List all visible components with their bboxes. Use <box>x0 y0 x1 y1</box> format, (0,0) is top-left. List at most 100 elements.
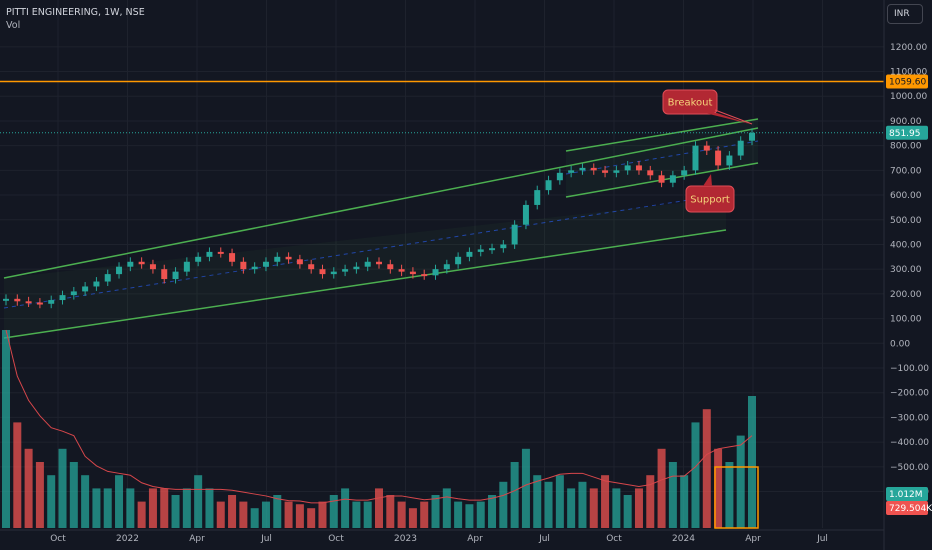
time-tick-label: 2022 <box>116 534 139 544</box>
channel-upper-long <box>3 127 759 279</box>
price-tick-label: 0.00 <box>890 339 910 349</box>
volume-bar <box>488 495 497 528</box>
volume-bar <box>205 488 214 528</box>
time-tick-label: 2024 <box>672 534 695 544</box>
volume-bar <box>81 475 90 528</box>
volume-bar <box>567 488 576 528</box>
volume-bar <box>668 462 677 528</box>
candle-body <box>613 170 620 173</box>
candle-body <box>737 140 744 156</box>
volume-bar <box>465 504 474 528</box>
candle-body <box>48 300 55 304</box>
candle-body <box>545 180 552 191</box>
volume-bar <box>363 501 372 528</box>
volume-bar <box>24 448 33 528</box>
candle-body <box>274 256 281 262</box>
candle-body <box>624 165 631 171</box>
candle-body <box>681 170 688 176</box>
volume-bar <box>702 409 711 528</box>
candle-body <box>715 150 722 166</box>
price-tick-label: 1000.00 <box>890 92 927 102</box>
volume-bar <box>318 501 327 528</box>
breakout-callout-box <box>662 89 718 115</box>
price-tick-label: 200.00 <box>890 290 922 300</box>
channel-fill-long <box>4 198 726 338</box>
volume-label: Vol <box>6 20 21 31</box>
price-tick-label: 500.00 <box>890 216 922 226</box>
candle-body <box>296 259 303 265</box>
price-tick-label: −100.00 <box>890 364 929 374</box>
candle-body <box>500 244 507 249</box>
volume-bar <box>431 495 440 528</box>
candle-body <box>466 251 473 257</box>
volume-bar <box>58 448 67 528</box>
volume-bar <box>748 396 756 528</box>
candle-body <box>522 204 529 225</box>
volume-bar <box>261 501 270 528</box>
resistance-price-badge <box>886 74 928 89</box>
volume-bar <box>736 435 745 528</box>
resistance-price-text: 1059.60 <box>889 78 926 88</box>
support-callout-pointer <box>703 174 712 186</box>
candle-body <box>534 190 541 205</box>
time-tick-label: Jul <box>816 534 828 544</box>
candle-body <box>127 261 134 267</box>
volume-bar <box>92 488 101 528</box>
candle-body <box>421 274 428 277</box>
candle-body <box>93 281 100 287</box>
candle-body <box>25 301 32 304</box>
price-tick-label: 100.00 <box>890 315 922 325</box>
volume-bar <box>646 475 655 528</box>
candle-body <box>195 256 202 262</box>
channel-upper-short <box>565 118 759 152</box>
candle-body <box>172 271 179 280</box>
channel-mid-short <box>565 140 759 175</box>
volume-bar <box>228 495 237 528</box>
price-tick-label: −400.00 <box>890 438 929 448</box>
candle-body <box>590 167 597 171</box>
candle-body <box>432 269 439 276</box>
volume-bar <box>476 501 485 528</box>
candle-body <box>161 269 168 280</box>
support-callout-label: Support <box>690 195 730 206</box>
last-price-badge <box>886 125 928 140</box>
time-tick-label: Jul <box>260 534 272 544</box>
volume-bar <box>657 448 666 528</box>
candle-body <box>183 261 190 272</box>
candle-body <box>82 286 89 292</box>
candle-body <box>240 261 247 270</box>
volume-bar <box>307 508 316 528</box>
volume-bar <box>171 495 180 528</box>
time-tick-label: Oct <box>328 534 344 544</box>
candle-body <box>455 256 462 265</box>
currency-button[interactable]: INR <box>887 4 923 24</box>
volume-bar <box>182 488 191 528</box>
volume-bar <box>499 481 508 528</box>
time-tick-label: Oct <box>606 534 622 544</box>
price-tick-label: 800.00 <box>890 142 922 152</box>
channel-mid-long <box>3 193 727 309</box>
volume-bar <box>623 495 632 528</box>
volume-bar <box>691 422 700 528</box>
candle-body <box>353 266 360 270</box>
breakout-callout-label: Breakout <box>668 98 713 109</box>
volume-bar <box>137 501 146 528</box>
volume-bar <box>194 475 203 528</box>
chart-legend: PITTI ENGINEERING, 1W, NSE Vol <box>6 6 145 32</box>
candle-body <box>647 170 654 176</box>
candle-body <box>658 175 665 183</box>
volume-value-2-text: 729.504K <box>889 504 932 514</box>
price-tick-label: 1100.00 <box>890 68 927 78</box>
volume-value-2-badge <box>886 501 928 515</box>
time-tick-label: Apr <box>467 534 483 544</box>
candle-body <box>342 269 349 272</box>
candle-body <box>262 261 269 267</box>
candle-body <box>511 224 518 245</box>
candle-body <box>138 261 145 265</box>
candle-body <box>251 266 258 270</box>
volume-bar <box>13 422 22 528</box>
candle-body <box>749 132 755 141</box>
candle-body <box>579 167 586 171</box>
candle-body <box>70 291 77 296</box>
